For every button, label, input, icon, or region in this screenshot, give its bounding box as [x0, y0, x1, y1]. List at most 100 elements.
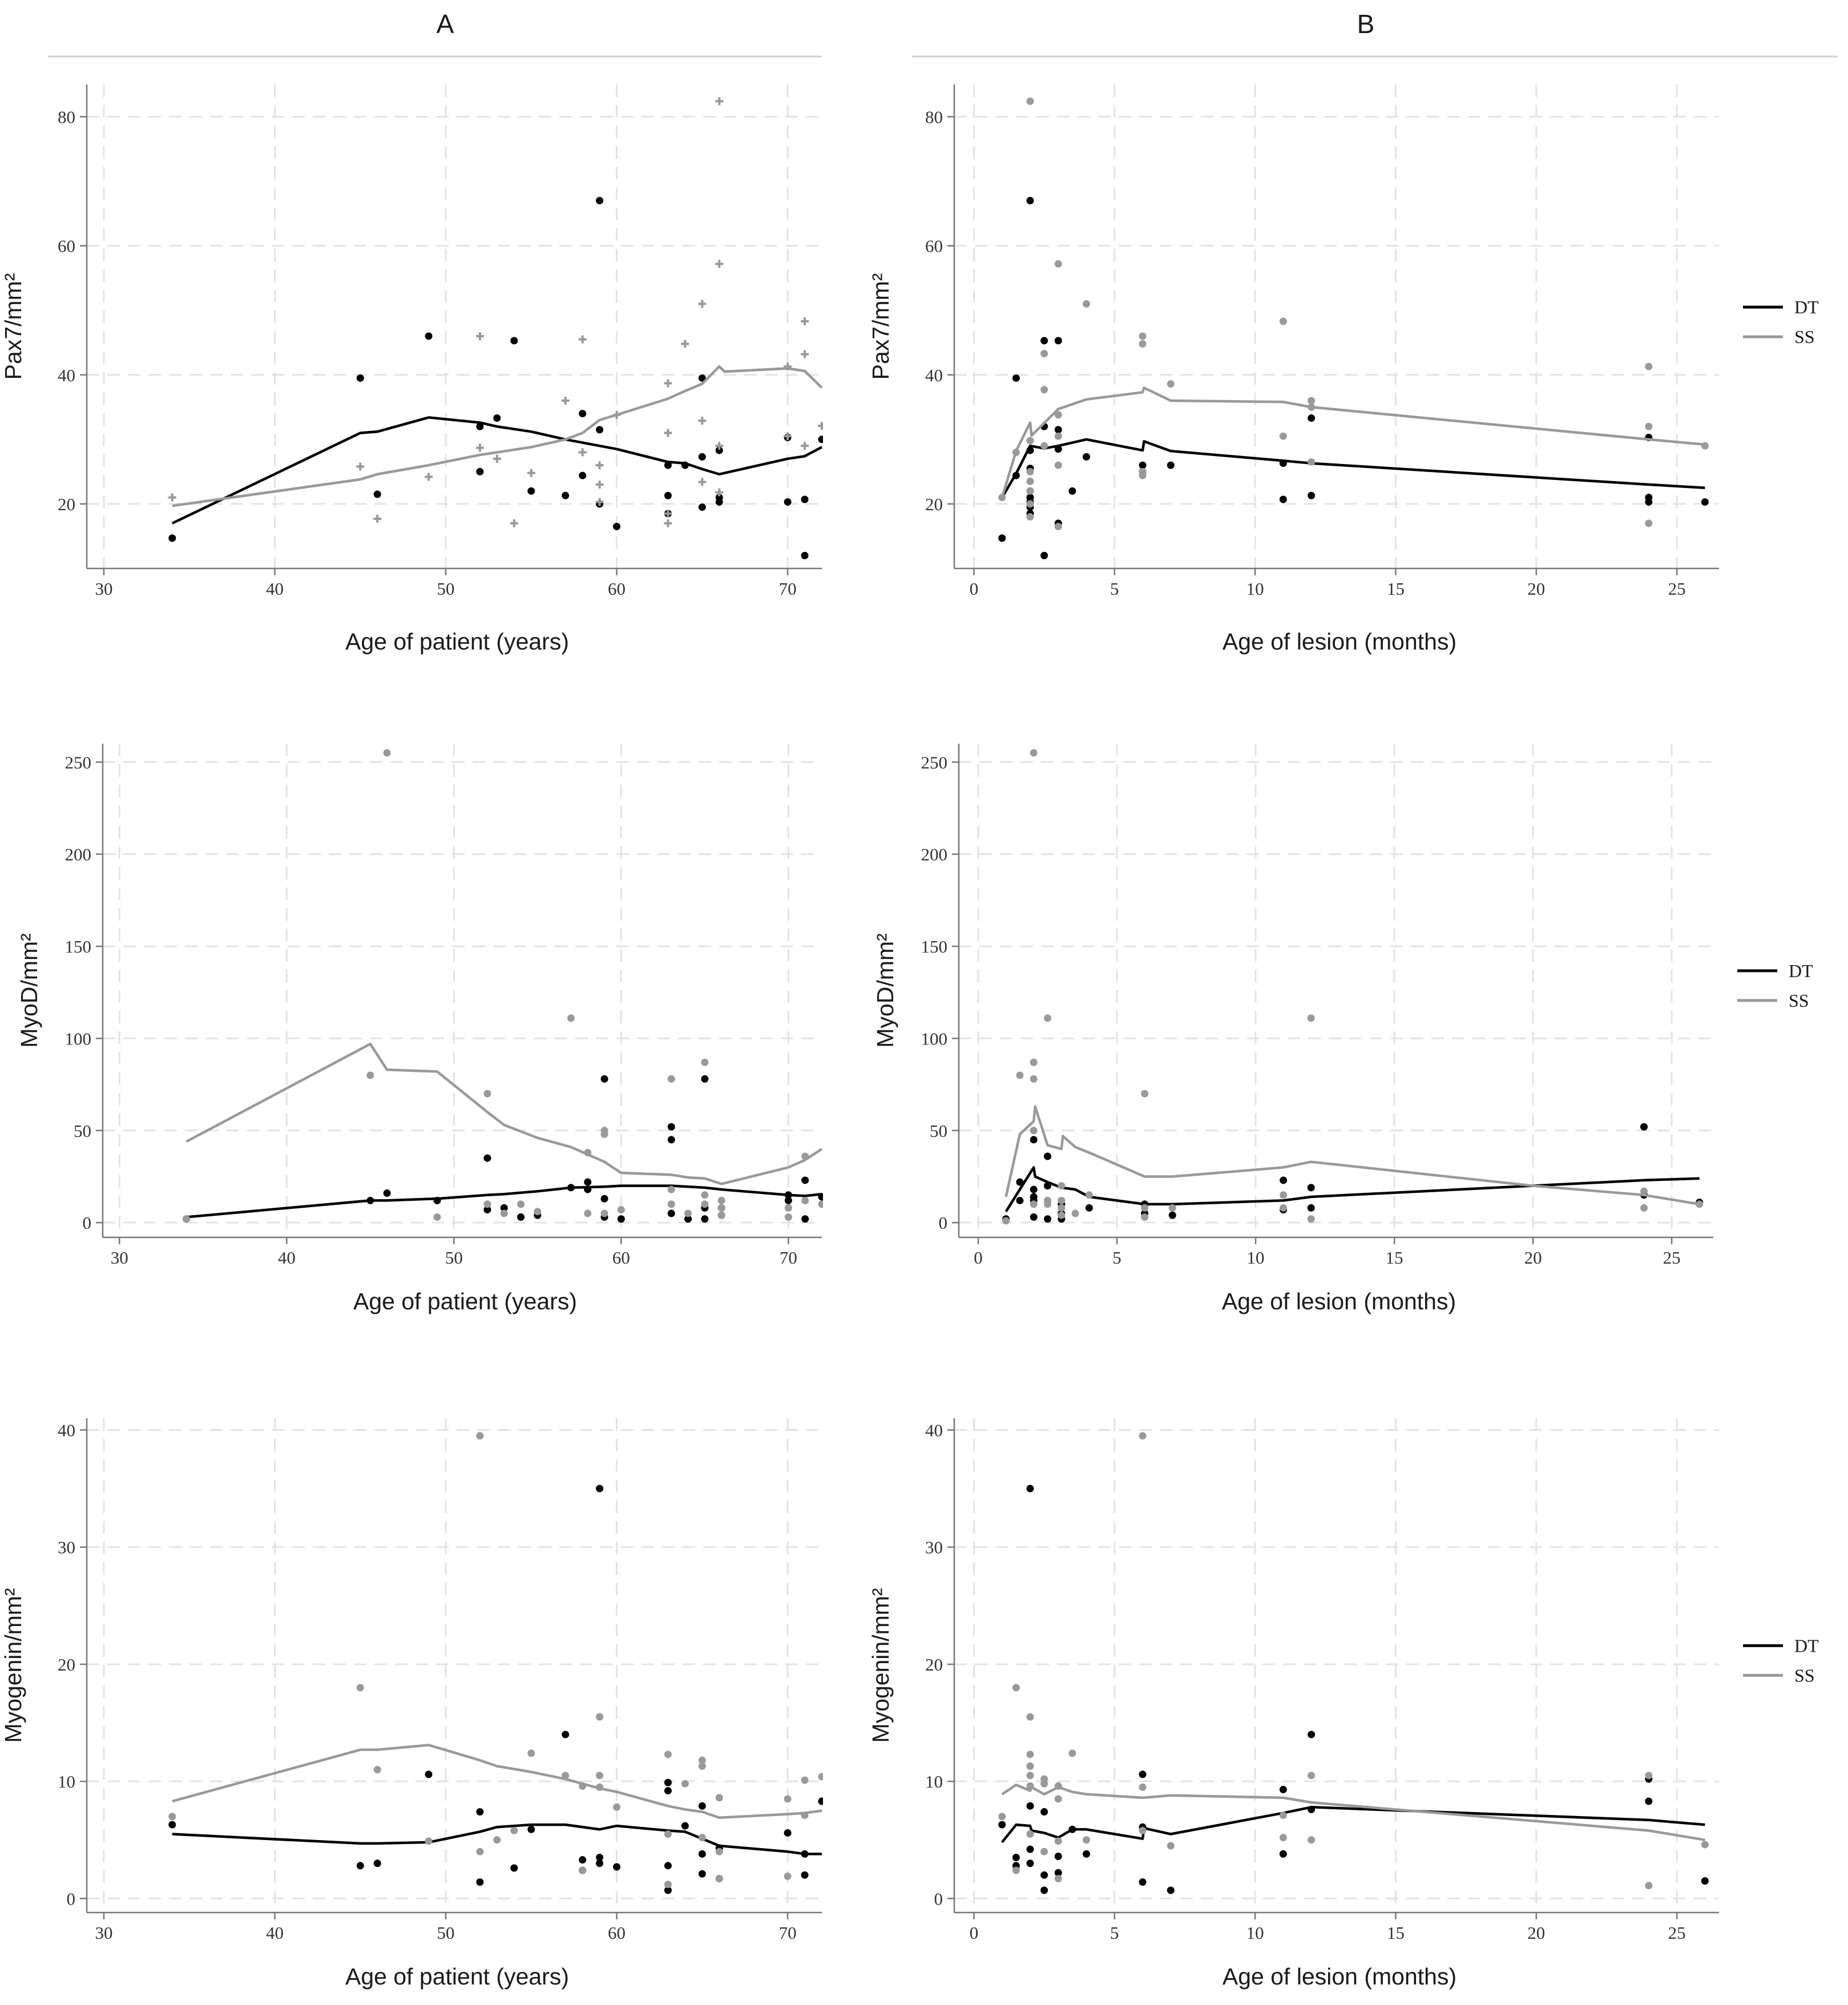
data-point-dt: [1040, 551, 1048, 559]
data-point-ss: [527, 469, 535, 477]
series-ss: [998, 97, 1709, 531]
fit-line-ss: [172, 1744, 822, 1820]
x-tick-label: 50: [437, 579, 455, 599]
x-tick-label: 5: [1110, 1923, 1119, 1943]
data-point-dt: [1701, 498, 1709, 506]
data-point-ss: [1308, 397, 1316, 405]
data-point-ss: [1026, 437, 1034, 445]
data-point-dt: [664, 1886, 672, 1894]
data-point-dt: [1168, 1211, 1176, 1219]
data-point-ss: [567, 1014, 575, 1022]
data-point-ss: [1002, 1217, 1010, 1225]
x-tick-label: 60: [608, 579, 626, 599]
y-tick-label: 80: [58, 107, 75, 127]
data-point-ss: [433, 1213, 441, 1221]
data-point-dt: [1054, 1852, 1062, 1860]
data-point-dt: [664, 1862, 672, 1870]
x-tick-label: 0: [970, 579, 979, 599]
data-point-dt: [476, 467, 484, 475]
data-point-dt: [1040, 1808, 1048, 1816]
y-tick-label: 40: [58, 1421, 75, 1441]
fit-line-dt: [186, 1184, 822, 1219]
data-point-ss: [1696, 1200, 1704, 1208]
data-point-ss: [1026, 467, 1034, 475]
data-point-dt: [1044, 1152, 1052, 1160]
data-point-dt: [476, 1878, 484, 1886]
data-point-dt: [1012, 471, 1020, 479]
data-point-ss: [664, 379, 672, 388]
x-tick-label: 30: [95, 1923, 112, 1943]
data-point-ss: [1139, 1826, 1147, 1834]
data-point-dt: [698, 503, 706, 511]
data-point-dt: [425, 1770, 433, 1778]
data-point-ss: [717, 1196, 725, 1204]
data-point-dt: [373, 1859, 381, 1867]
data-point-ss: [595, 481, 604, 489]
data-point-ss: [715, 97, 724, 106]
data-point-dt: [1040, 1886, 1048, 1894]
data-point-ss: [595, 461, 604, 470]
data-point-dt: [596, 197, 604, 205]
data-point-dt: [1645, 1797, 1653, 1805]
data-point-ss: [584, 1149, 592, 1157]
x-tick-label: 60: [608, 1923, 626, 1943]
data-point-dt: [1308, 1805, 1316, 1813]
data-point-ss: [715, 1847, 723, 1855]
fit-line-ss: [1004, 1105, 1700, 1206]
x-tick-label: 0: [970, 1923, 979, 1943]
data-point-dt: [681, 1822, 689, 1830]
data-point-dt: [801, 1215, 809, 1223]
x-tick-label: 40: [266, 579, 284, 599]
data-point-dt: [681, 461, 689, 469]
data-point-ss: [1058, 1204, 1066, 1212]
fit-line-dt: [1000, 438, 1705, 498]
data-point-dt: [1167, 1886, 1175, 1894]
data-point-dt: [596, 1854, 604, 1862]
data-point-ss: [483, 1090, 491, 1098]
data-point-ss: [784, 362, 792, 371]
data-point-ss: [784, 432, 792, 441]
data-point-dt: [584, 1178, 592, 1186]
data-point-ss: [698, 300, 707, 308]
data-point-ss: [476, 1432, 484, 1440]
data-point-ss: [476, 1847, 484, 1855]
data-point-ss: [1026, 1762, 1034, 1770]
data-point-dt: [1026, 1859, 1034, 1867]
data-point-ss: [1279, 1812, 1287, 1820]
x-axis-title: Age of lesion (months): [1222, 1963, 1456, 1990]
series-ss: [1002, 749, 1704, 1225]
data-point-dt: [1012, 374, 1020, 382]
data-point-ss: [801, 1812, 809, 1820]
data-point-ss: [801, 317, 809, 325]
data-point-dt: [510, 1864, 518, 1872]
data-point-dt: [1139, 461, 1147, 469]
data-point-ss: [596, 1713, 604, 1721]
data-point-ss: [715, 1874, 723, 1882]
data-point-ss: [681, 1780, 689, 1788]
y-tick-label: 0: [83, 1213, 92, 1233]
y-tick-label: 150: [65, 937, 92, 957]
y-tick-label: 0: [934, 1889, 943, 1909]
plot-area: [998, 1432, 1709, 1894]
data-point-ss: [612, 410, 621, 419]
y-tick-label: 80: [925, 107, 943, 127]
data-point-dt: [613, 523, 621, 531]
data-point-ss: [818, 1773, 823, 1781]
data-point-ss: [998, 494, 1006, 502]
data-point-ss: [356, 462, 365, 471]
data-point-dt: [1054, 337, 1062, 345]
x-tick-label: 30: [111, 1248, 128, 1268]
data-point-ss: [1308, 403, 1316, 411]
data-point-ss: [1030, 1075, 1038, 1083]
legend-label-dt: DT: [1789, 961, 1813, 981]
data-point-dt: [433, 1196, 441, 1204]
chart-pax7-age-lesion: 0 5 10 15 20 25 20 40 60 80 Age of lesion (months)…: [867, 84, 1819, 655]
data-point-ss: [784, 1872, 792, 1880]
x-tick-label: 25: [1668, 579, 1686, 599]
plot-area: [998, 97, 1709, 559]
data-point-ss: [1640, 1204, 1648, 1212]
data-point-dt: [500, 1204, 508, 1212]
data-point-dt: [383, 1189, 391, 1197]
data-point-dt: [596, 1859, 604, 1867]
data-point-ss: [1167, 380, 1175, 388]
